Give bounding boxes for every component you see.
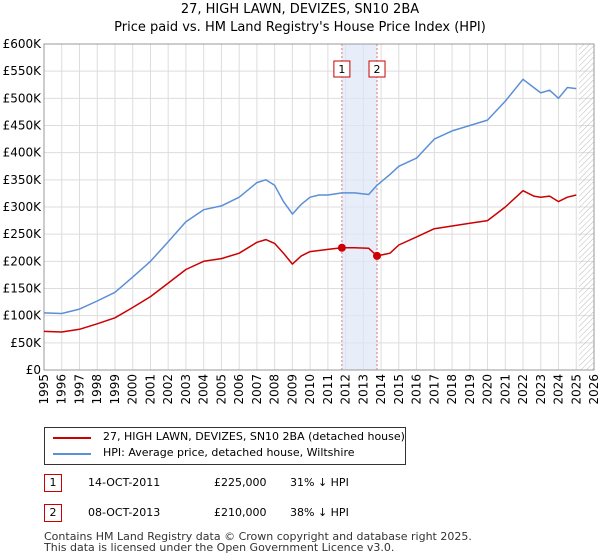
sale-date: 14-OCT-2011: [88, 476, 161, 489]
x-tick-label: 2011: [321, 374, 335, 405]
y-tick-label: £150K: [3, 282, 43, 296]
x-tick-label: 2003: [179, 374, 193, 405]
sale-badge: 2: [44, 504, 62, 522]
x-tick-label: 2010: [303, 374, 317, 405]
x-tick-label: 2013: [356, 374, 370, 405]
x-tick-label: 1998: [90, 374, 104, 405]
sale-annotation-label: 2: [374, 63, 381, 76]
chart-subtitle: Price paid vs. HM Land Registry's House …: [114, 20, 486, 35]
property-price-line: [43, 189, 577, 333]
y-tick-label: £200K: [3, 254, 43, 268]
x-tick-label: 2015: [392, 374, 406, 405]
sale-badge: 1: [44, 474, 62, 492]
legend-label-hpi: HPI: Average price, detached house, Wilt…: [103, 446, 355, 459]
sale-point: [373, 251, 382, 260]
sale-point: [337, 243, 346, 252]
legend: 27, HIGH LAWN, DEVIZES, SN10 2BA (detach…: [44, 427, 406, 465]
x-tick-label: 2016: [410, 374, 424, 405]
x-tick-label: 2004: [197, 374, 211, 405]
x-tick-label: 2014: [374, 374, 388, 405]
y-tick-label: £500K: [3, 91, 43, 105]
legend-swatch-property: [53, 437, 91, 439]
y-tick-label: £350K: [3, 173, 43, 187]
sale-period-shading: [341, 44, 378, 370]
x-tick-label: 1997: [72, 374, 86, 405]
x-tick-label: 2002: [161, 374, 175, 405]
x-tick-label: 2000: [126, 374, 140, 405]
x-tick-label: 1996: [55, 374, 69, 405]
x-tick-label: 2008: [268, 374, 282, 405]
sale-annotation-label: 1: [338, 63, 345, 76]
y-tick-label: £0: [26, 363, 41, 377]
x-tick-label: 2022: [516, 374, 530, 405]
x-tick-label: 2019: [463, 374, 477, 405]
y-tick-label: £600K: [3, 37, 43, 51]
x-tick-label: 2023: [534, 374, 548, 405]
x-tick-label: 1999: [108, 374, 122, 405]
sale-annotation-box: [333, 60, 351, 78]
sale-price: £225,000: [214, 476, 267, 489]
sale-hpi-diff: 31% ↓ HPI: [290, 476, 349, 489]
y-tick-label: £400K: [3, 146, 43, 160]
x-tick-label: 2001: [143, 374, 157, 405]
x-tick-label: 2006: [232, 374, 246, 405]
sale-annotation-box: [368, 60, 386, 78]
future-hatch: [578, 44, 594, 370]
x-tick-label: 2026: [587, 374, 600, 405]
footer: Contains HM Land Registry data © Crown c…: [44, 531, 472, 553]
x-tick-label: 1995: [37, 374, 51, 405]
y-tick-label: £450K: [3, 119, 43, 133]
x-tick-label: 2007: [250, 374, 264, 405]
x-tick-label: 2005: [214, 374, 228, 405]
sale-hpi-diff: 38% ↓ HPI: [290, 506, 349, 519]
hpi-line: [43, 78, 577, 315]
x-tick-label: 2012: [339, 374, 353, 405]
legend-label-property: 27, HIGH LAWN, DEVIZES, SN10 2BA (detach…: [103, 430, 405, 443]
footer-line-1: Contains HM Land Registry data © Crown c…: [44, 530, 472, 543]
x-tick-label: 2020: [481, 374, 495, 405]
legend-swatch-hpi: [53, 453, 91, 455]
sale-date: 08-OCT-2013: [88, 506, 161, 519]
sale-price: £210,000: [214, 506, 267, 519]
chart-title: 27, HIGH LAWN, DEVIZES, SN10 2BA: [180, 2, 420, 17]
plot-border: [43, 43, 595, 371]
chart-area: 1 2 £0 £50K £100K £150K £200K £250K £300K £350K £4…: [3, 37, 600, 405]
y-tick-label: £300K: [3, 200, 43, 214]
footer-line-2: This data is licensed under the Open Gov…: [44, 541, 395, 554]
x-tick-label: 2009: [285, 374, 299, 405]
y-tick-label: £100K: [3, 309, 43, 323]
y-tick-label: £550K: [3, 64, 43, 78]
x-tick-label: 2018: [445, 374, 459, 405]
x-tick-label: 2024: [552, 374, 566, 405]
y-tick-label: £250K: [3, 227, 43, 241]
x-tick-label: 2017: [427, 374, 441, 405]
x-tick-label: 2021: [498, 374, 512, 405]
y-tick-label: £50K: [10, 336, 42, 350]
x-tick-label: 2025: [569, 374, 583, 405]
